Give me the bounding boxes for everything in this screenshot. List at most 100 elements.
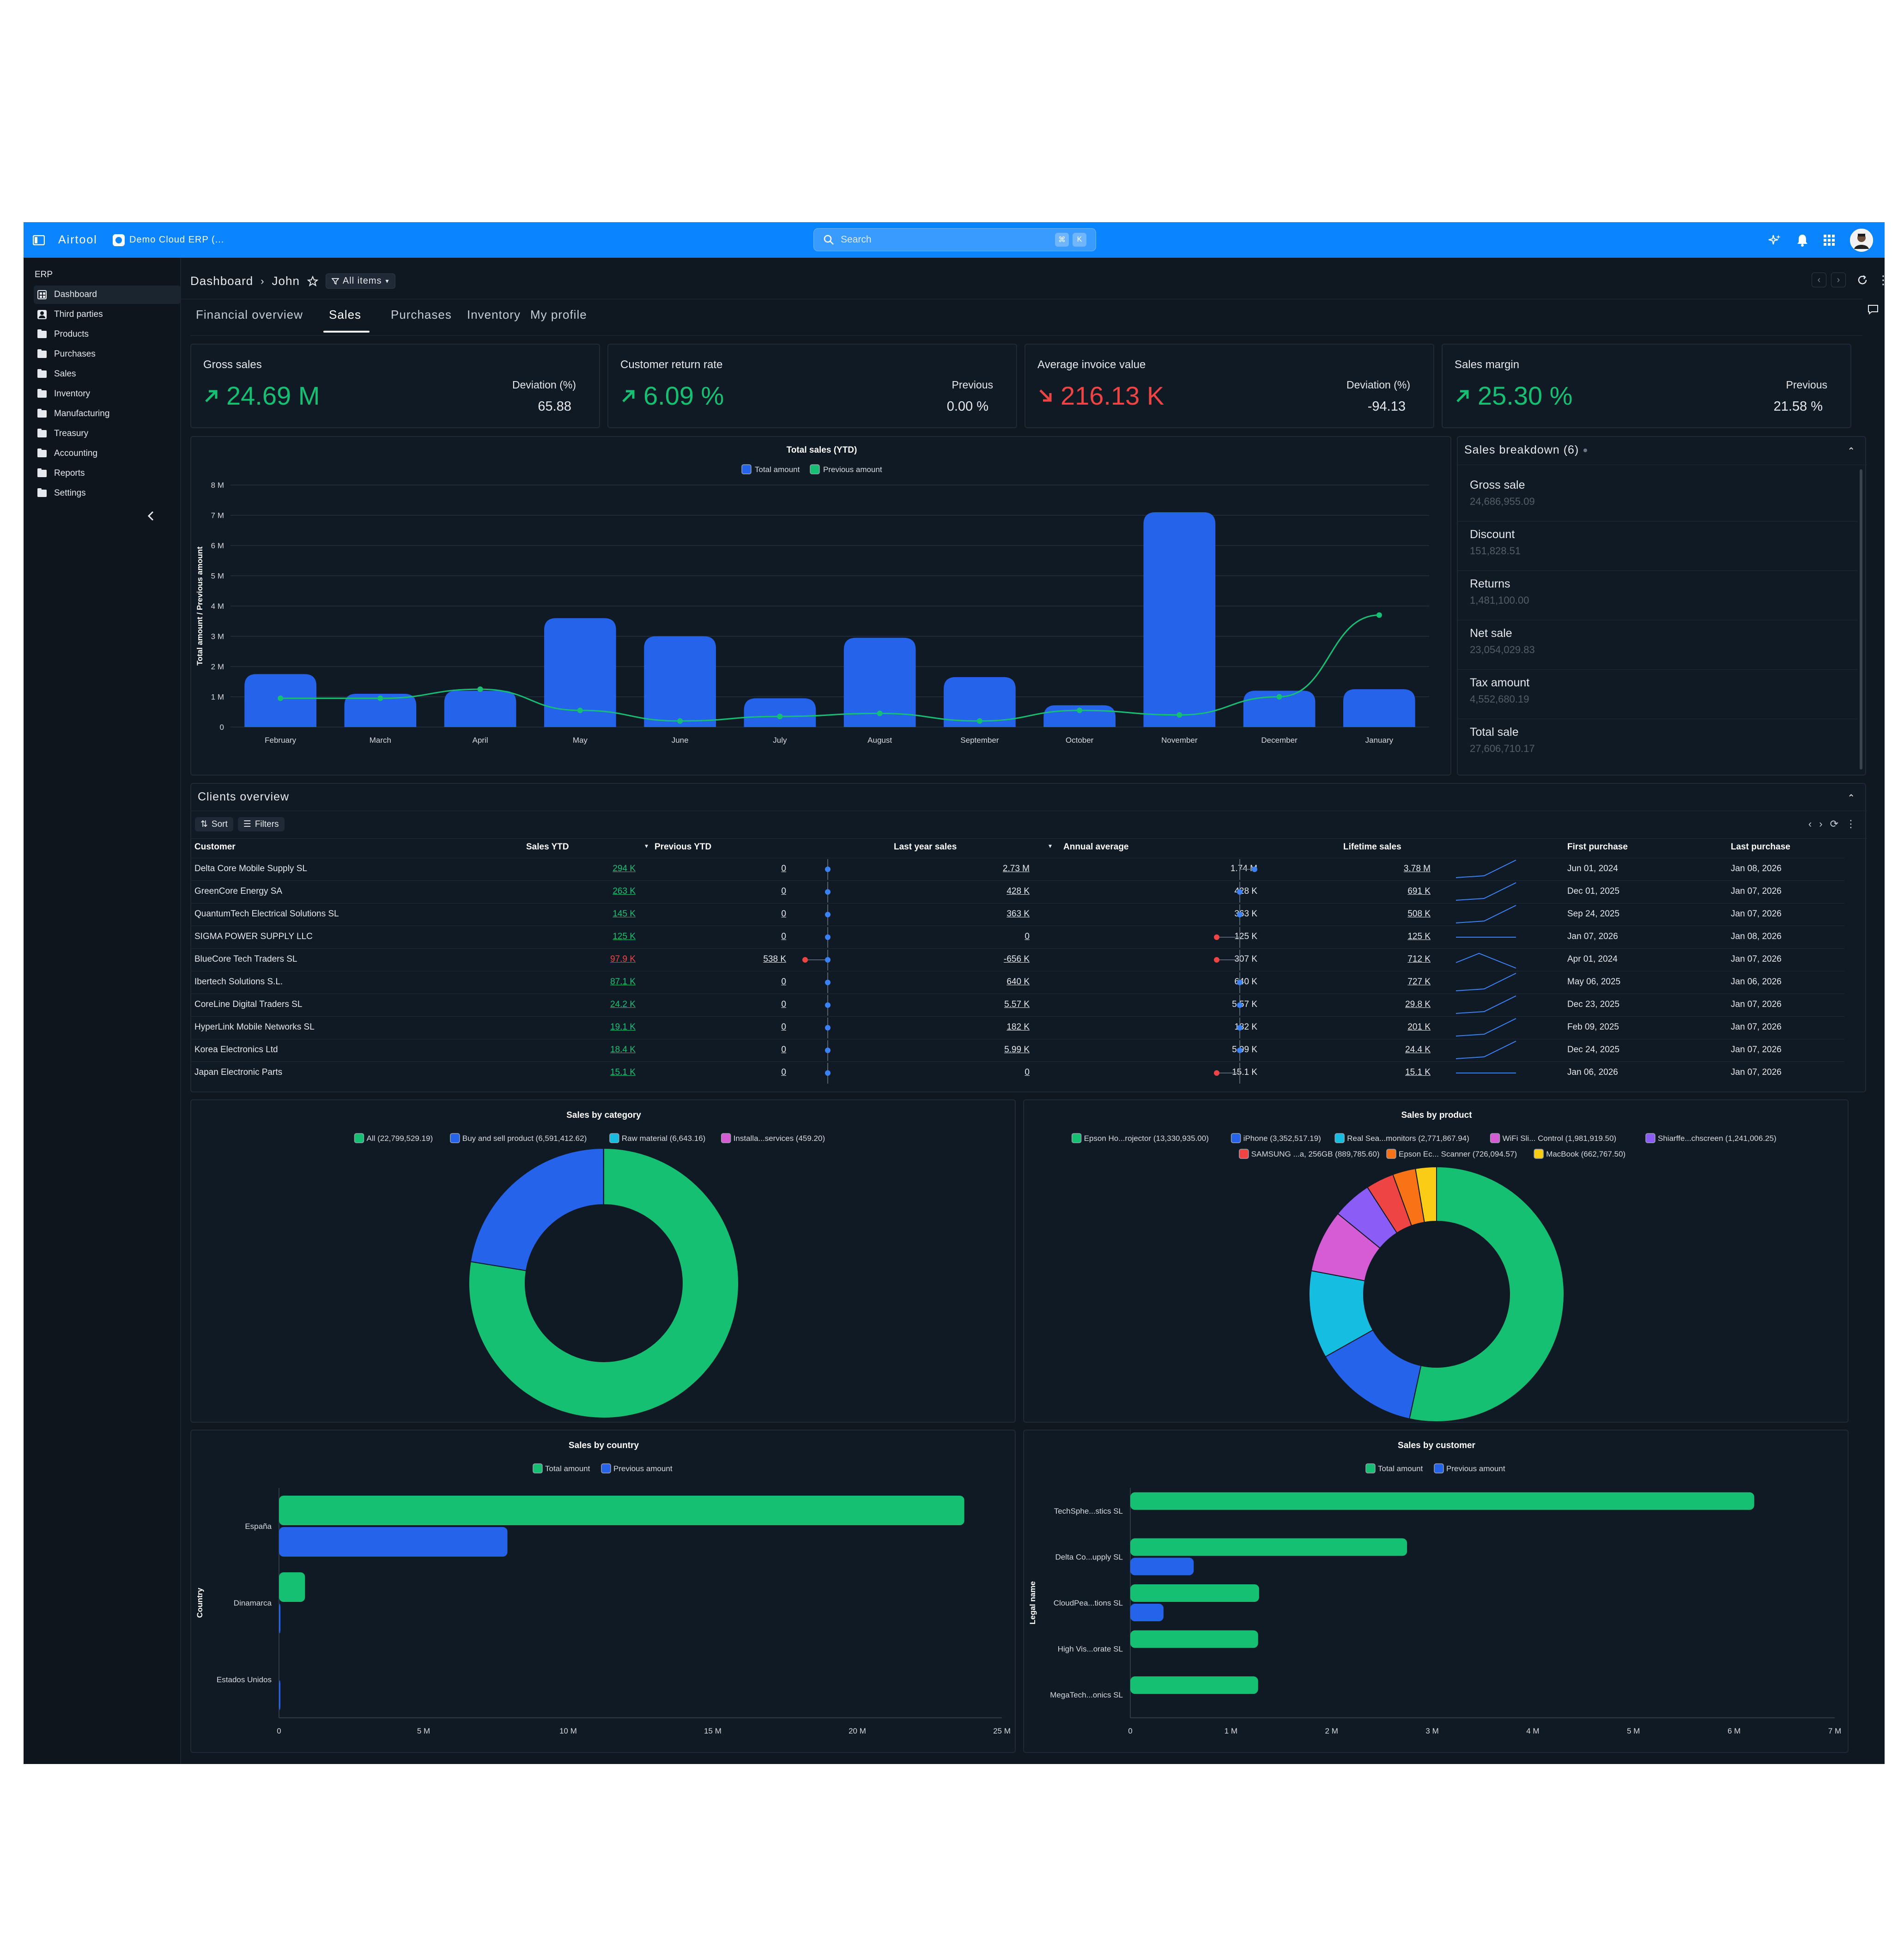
cell-last[interactable]: 5.57 K [1004,1000,1030,1009]
sort-button[interactable]: ⇅ Sort [195,817,233,831]
cell-prev[interactable]: 0 [781,1067,786,1077]
all-items-filter[interactable]: All items ▾ [325,273,395,289]
more-options-icon[interactable]: ⋮ [1877,273,1885,287]
cell-prev[interactable]: 0 [781,909,786,919]
sidebar-item-dashboard[interactable]: Dashboard [34,285,181,304]
table-row[interactable]: SIGMA POWER SUPPLY LLC 125 K 0 0 125 K 125 K J… [191,926,1844,948]
filters-button[interactable]: ☰ Filters [237,817,285,831]
cell-life[interactable]: 15.1 K [1405,1067,1431,1077]
cell-last[interactable]: 640 K [1007,977,1030,987]
brand-name[interactable]: Airtool [58,233,97,246]
cell-ytd[interactable]: 19.1 K [610,1022,636,1032]
cell-life[interactable]: 201 K [1407,1022,1431,1032]
table-prev-icon[interactable]: ‹ [1808,818,1812,830]
column-header-first-purchase[interactable]: First purchase [1567,842,1628,852]
cell-life[interactable]: 125 K [1407,932,1431,941]
cell-life[interactable]: 24.4 K [1405,1045,1431,1055]
table-more-icon[interactable]: ⋮ [1846,818,1856,830]
table-row[interactable]: Japan Electronic Parts 15.1 K 0 0 15.1 K 15.1… [191,1061,1844,1084]
cell-life[interactable]: 727 K [1407,977,1431,987]
table-row[interactable]: GreenCore Energy SA 263 K 0 428 K 428 K 691 K… [191,880,1844,903]
column-header-lifetime-sales[interactable]: Lifetime sales [1343,842,1401,852]
cell-prev[interactable]: 0 [781,864,786,873]
sort-desc-icon[interactable]: ▾ [645,842,649,849]
collapse-clients-icon[interactable]: ⌃ [1847,793,1855,803]
table-row[interactable]: HyperLink Mobile Networks SL 19.1 K 0 182 K… [191,1016,1844,1039]
breakdown-item[interactable]: Returns 1,481,100.00 [1470,577,1867,606]
sidebar-item-products[interactable]: Products [34,325,181,344]
cell-last[interactable]: 2.73 M [1002,864,1030,873]
cell-life[interactable]: 712 K [1407,954,1431,964]
tab-sales[interactable]: Sales [329,308,362,321]
breakdown-item[interactable]: Net sale 23,054,029.83 [1470,627,1867,656]
collapse-breakdown-icon[interactable]: ⌃ [1847,446,1855,456]
cell-ytd[interactable]: 145 K [612,909,636,919]
sidebar-item-reports[interactable]: Reports [34,464,181,483]
search-input[interactable]: Search ⌘ K [813,228,1096,251]
breadcrumb-dashboard[interactable]: Dashboard [190,274,254,288]
tab-purchases[interactable]: Purchases [391,308,452,321]
sidebar-item-third-parties[interactable]: Third parties [34,305,181,324]
cell-ytd[interactable]: 15.1 K [610,1067,636,1077]
tab-my-profile[interactable]: My profile [530,308,587,321]
cell-last[interactable]: 5.99 K [1004,1045,1030,1055]
cell-prev[interactable]: 0 [781,1045,786,1055]
column-header-customer[interactable]: Customer [194,842,236,852]
next-page-button[interactable]: › [1831,273,1846,287]
sparkle-icon[interactable] [1768,222,1782,258]
breakdown-item[interactable]: Tax amount 4,552,680.19 [1470,676,1867,705]
sort-desc-icon[interactable]: ▾ [1049,842,1052,849]
app-switcher[interactable]: Demo Cloud ERP (... [113,222,224,258]
table-refresh-icon[interactable]: ⟳ [1830,818,1838,830]
cell-last[interactable]: -656 K [1004,954,1030,964]
sidebar-toggle-icon[interactable] [33,222,45,258]
cell-last[interactable]: 363 K [1007,909,1030,919]
column-header-annual-average[interactable]: Annual average [1063,842,1129,852]
cell-prev[interactable]: 0 [781,1022,786,1032]
cell-ytd[interactable]: 24.2 K [610,1000,636,1009]
star-icon[interactable] [307,275,318,287]
breakdown-item[interactable]: Discount 151,828.51 [1470,528,1867,557]
table-row[interactable]: QuantumTech Electrical Solutions SL 145 K… [191,903,1844,926]
refresh-icon[interactable] [1856,273,1869,286]
avatar[interactable] [1850,222,1873,258]
table-row[interactable]: Korea Electronics Ltd 18.4 K 0 5.99 K 5.99 K… [191,1039,1844,1061]
table-row[interactable]: Delta Core Mobile Supply SL 294 K 0 2.73 M 1… [191,858,1844,880]
sidebar-item-sales[interactable]: Sales [34,365,181,383]
column-header-sales-ytd[interactable]: Sales YTD [526,842,569,852]
cell-ytd[interactable]: 87.1 K [610,977,636,987]
tab-inventory[interactable]: Inventory [467,308,521,321]
cell-life[interactable]: 691 K [1407,886,1431,896]
cell-prev[interactable]: 0 [781,932,786,941]
apps-grid-icon[interactable] [1823,222,1835,258]
column-header-last-purchase[interactable]: Last purchase [1731,842,1790,852]
sidebar-item-inventory[interactable]: Inventory [34,385,181,403]
bell-icon[interactable] [1796,222,1808,258]
sidebar-item-purchases[interactable]: Purchases [34,345,181,364]
cell-last[interactable]: 182 K [1007,1022,1030,1032]
sidebar-item-treasury[interactable]: Treasury [34,424,181,443]
cell-life[interactable]: 508 K [1407,909,1431,919]
cell-life[interactable]: 3.78 M [1403,864,1431,873]
breakdown-scrollbar[interactable] [1860,469,1862,770]
cell-ytd[interactable]: 97.9 K [610,954,636,964]
column-header-last-year-sales[interactable]: Last year sales [894,842,957,852]
cell-last[interactable]: 0 [1025,1067,1030,1077]
table-next-icon[interactable]: › [1819,818,1823,830]
cell-ytd[interactable]: 263 K [612,886,636,896]
tab-financial-overview[interactable]: Financial overview [196,308,303,321]
cell-last[interactable]: 428 K [1007,886,1030,896]
prev-page-button[interactable]: ‹ [1812,273,1826,287]
sidebar-item-manufacturing[interactable]: Manufacturing [34,405,181,423]
cell-ytd[interactable]: 294 K [612,864,636,873]
table-row[interactable]: CoreLine Digital Traders SL 24.2 K 0 5.57 K… [191,994,1844,1016]
collapse-sidebar-icon[interactable] [146,510,156,524]
table-row[interactable]: Ibertech Solutions S.L. 87.1 K 0 640 K 640 K… [191,971,1844,994]
table-row[interactable]: BlueCore Tech Traders SL 97.9 K 538 K -656 … [191,948,1844,971]
cell-prev[interactable]: 0 [781,886,786,896]
sidebar-item-accounting[interactable]: Accounting [34,444,181,463]
breakdown-item[interactable]: Total sale 27,606,710.17 [1470,726,1867,755]
cell-life[interactable]: 29.8 K [1405,1000,1431,1009]
sidebar-item-settings[interactable]: Settings [34,484,181,503]
cell-prev[interactable]: 0 [781,977,786,987]
